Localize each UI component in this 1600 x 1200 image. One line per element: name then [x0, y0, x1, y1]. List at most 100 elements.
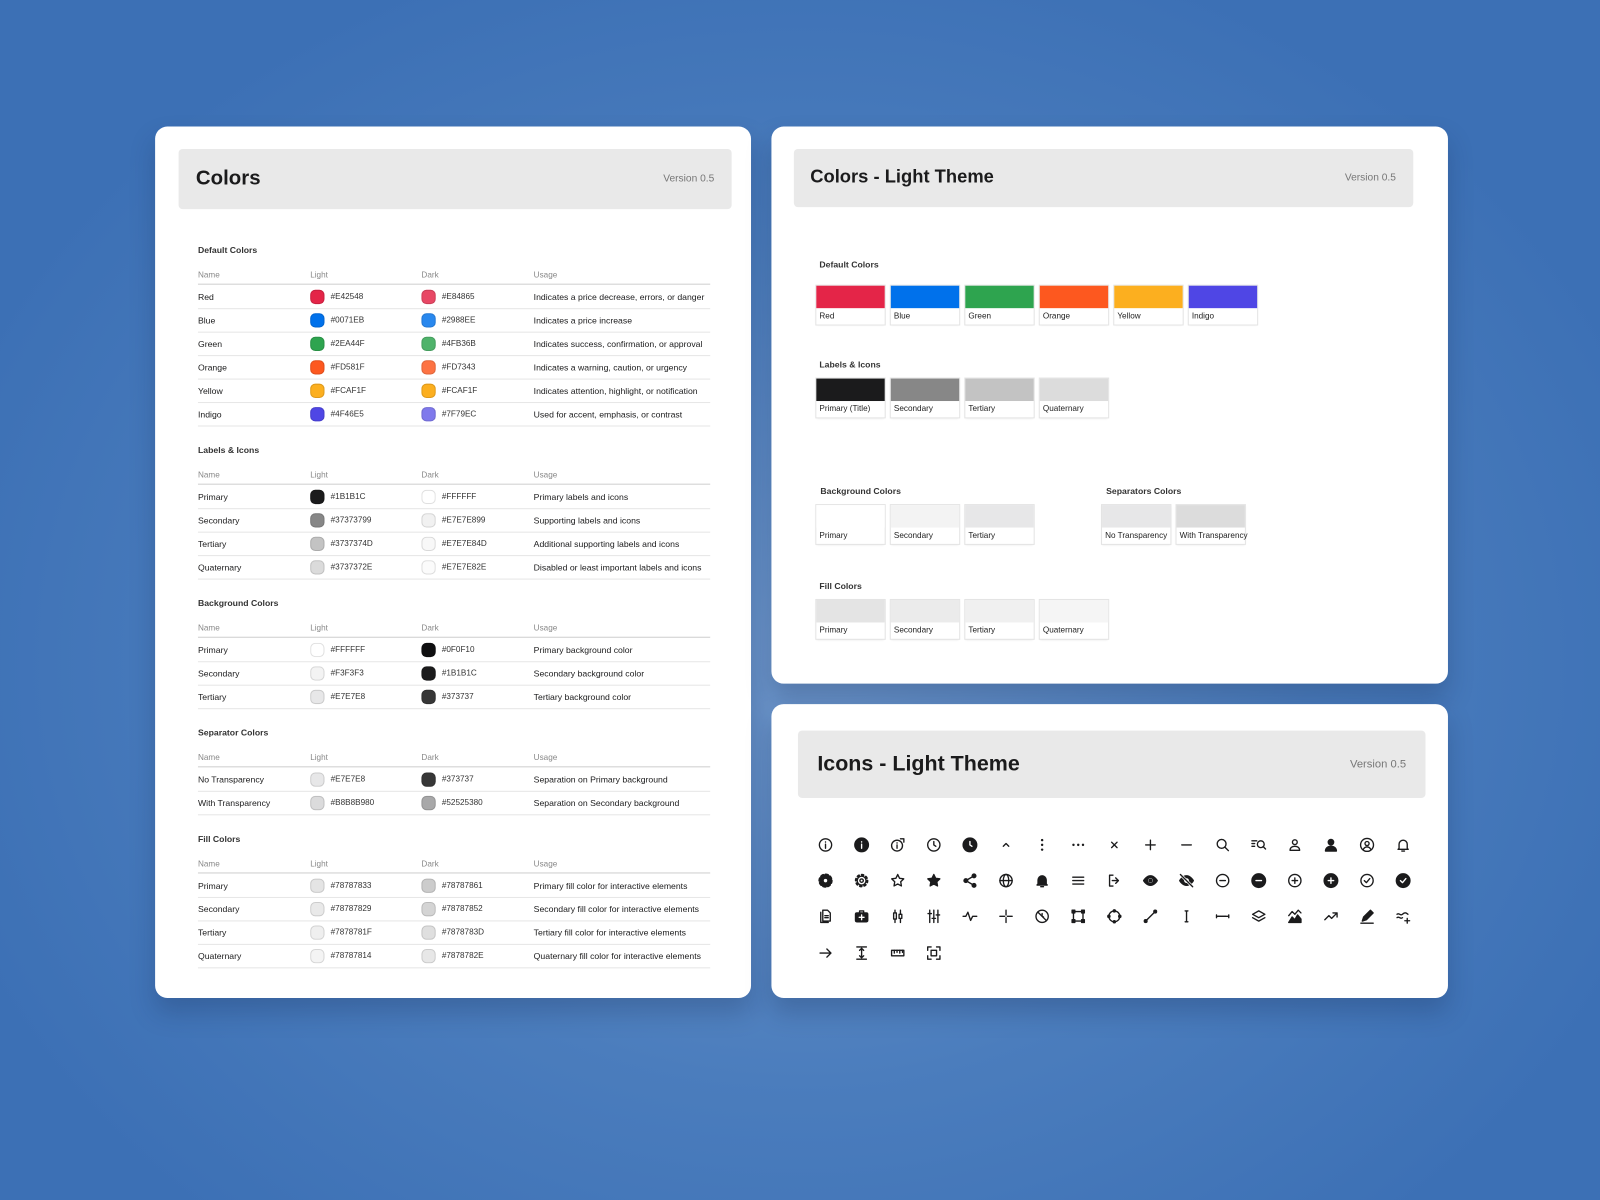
- row-line: [197, 308, 711, 310]
- swatch-name: Tertiary: [968, 530, 996, 540]
- icon: [890, 949, 905, 957]
- swatch-name: Primary (Title): [819, 404, 871, 414]
- icon: [1251, 840, 1267, 850]
- row-usage: Disabled or least important labels and i…: [533, 562, 702, 573]
- group-title: Background Colors: [820, 485, 901, 496]
- icon: [854, 910, 869, 923]
- row-usage: Indicates a warning, caution, or urgency: [533, 362, 688, 373]
- swatch-color: [1039, 599, 1109, 623]
- icon: [1251, 910, 1266, 922]
- section-title: Background Colors: [197, 597, 279, 609]
- icon: [1035, 909, 1049, 924]
- hex-code: #2988EE: [441, 315, 476, 325]
- swatch: [421, 383, 436, 398]
- row-name: Primary: [197, 644, 228, 656]
- icon: [892, 909, 903, 924]
- column-header: Light: [310, 623, 328, 633]
- icon: [1360, 873, 1374, 888]
- icon: [819, 948, 832, 958]
- icon: [962, 911, 978, 922]
- light-theme-version: Version 0.5: [1344, 172, 1396, 184]
- icon: [1288, 873, 1302, 888]
- swatch-color: [1176, 505, 1245, 528]
- group-title: Labels & Icons: [819, 359, 881, 370]
- row-name: Tertiary: [197, 538, 227, 549]
- column-header: Name: [197, 270, 220, 280]
- swatch-color: [1039, 285, 1109, 309]
- swatch-name: Orange: [1042, 311, 1071, 321]
- hex-code: #3737372E: [330, 562, 373, 572]
- row-usage: Indicates a price decrease, errors, or d…: [533, 291, 705, 303]
- icon: [1072, 843, 1085, 847]
- swatch: [310, 289, 325, 305]
- swatch-name: Tertiary: [968, 625, 996, 635]
- row-line: [197, 920, 711, 922]
- row-name: Secondary: [197, 904, 240, 915]
- row-usage: Secondary fill color for interactive ele…: [533, 904, 700, 915]
- swatch-name: With Transparency: [1179, 530, 1248, 540]
- swatch: [421, 689, 436, 705]
- swatch-color: [965, 285, 1034, 309]
- icon: [1216, 838, 1230, 852]
- swatch-color: [965, 378, 1034, 402]
- icon: [1143, 909, 1158, 924]
- icon: [927, 909, 941, 924]
- row-name: Green: [197, 338, 223, 349]
- row-line: [197, 896, 711, 898]
- row-name: Secondary: [197, 515, 240, 526]
- swatch: [310, 560, 325, 575]
- icon: [1215, 873, 1230, 888]
- icons-version: Version 0.5: [1349, 758, 1407, 771]
- icon: [1144, 839, 1156, 851]
- swatch-color: [816, 285, 885, 309]
- swatch-color: [1102, 505, 1171, 528]
- group-title: Default Colors: [819, 259, 879, 270]
- icon: [1288, 909, 1302, 924]
- column-header: Name: [197, 859, 220, 869]
- row-usage: Primary labels and icons: [533, 491, 629, 503]
- swatch: [310, 925, 325, 940]
- swatch-color: [816, 599, 885, 623]
- row-name: Indigo: [197, 409, 222, 420]
- column-header: Name: [197, 623, 220, 633]
- hex-code: #FCAF1F: [441, 385, 478, 395]
- icon: [818, 873, 833, 888]
- icon: [963, 873, 977, 888]
- icon: [1040, 838, 1044, 851]
- hex-code: #E7E7E84D: [441, 538, 487, 548]
- hex-code: #7F79EC: [441, 409, 477, 419]
- swatch-name: Green: [968, 311, 992, 321]
- section-title: Fill Colors: [197, 833, 241, 844]
- swatch: [421, 313, 436, 328]
- icon: [1395, 873, 1411, 889]
- row-line: [197, 402, 711, 404]
- swatch: [310, 313, 325, 328]
- header-line: [197, 283, 711, 285]
- swatch-color: [965, 505, 1034, 528]
- hex-code: #FD7343: [441, 362, 476, 372]
- hex-code: #B8B8B980: [330, 797, 375, 808]
- hex-code: #37373799: [330, 515, 372, 525]
- icon: [999, 873, 1013, 888]
- swatch: [421, 289, 436, 305]
- hex-code: #FFFFFF: [330, 644, 366, 655]
- column-header: Light: [310, 270, 328, 280]
- swatch: [310, 513, 325, 528]
- row-name: Quaternary: [197, 951, 242, 962]
- icon: [1359, 837, 1375, 853]
- swatch-name: Secondary: [893, 530, 933, 540]
- swatch: [310, 536, 325, 552]
- row-usage: Separation on Primary background: [533, 774, 668, 785]
- hex-code: #FCAF1F: [330, 385, 366, 395]
- row-name: No Transparency: [197, 774, 265, 785]
- hex-code: #1B1B1C: [330, 491, 366, 502]
- icon: [1360, 909, 1374, 924]
- swatch: [421, 948, 436, 964]
- header-line: [197, 636, 711, 638]
- row-name: Secondary: [197, 668, 240, 679]
- row-line: [197, 508, 711, 510]
- hex-code: #F3F3F3: [330, 668, 364, 678]
- hex-code: #FFFFFF: [441, 491, 477, 502]
